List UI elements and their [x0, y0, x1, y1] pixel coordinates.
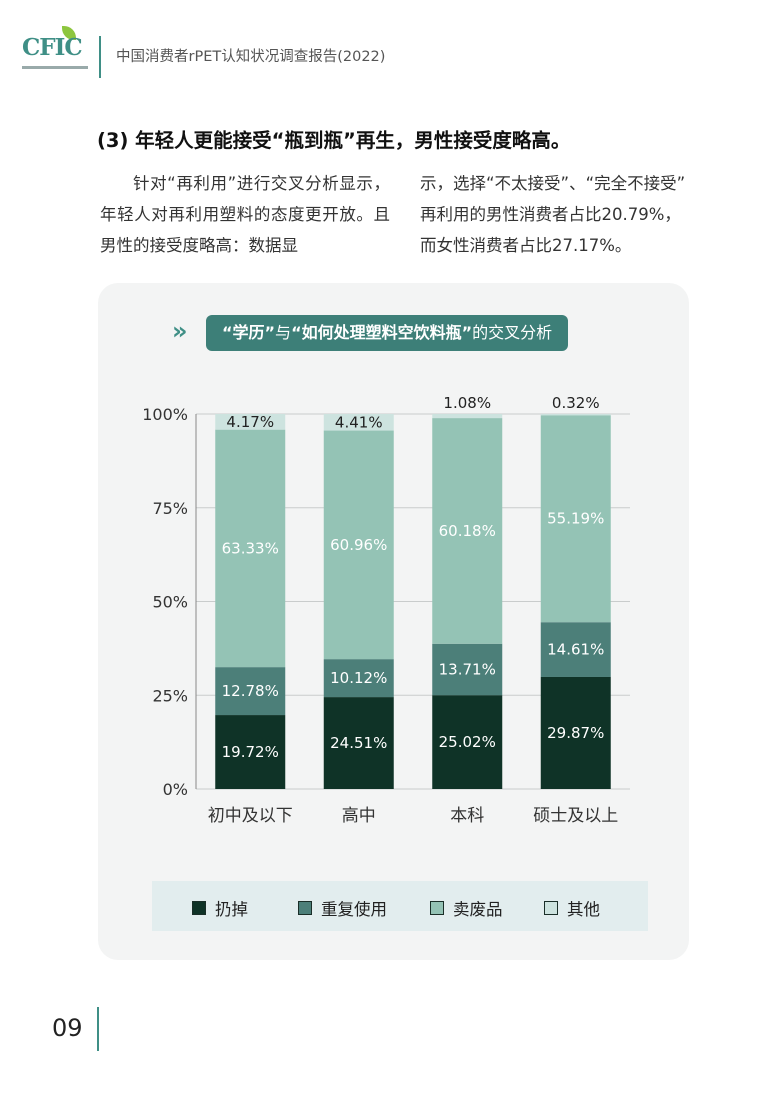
paragraph-right: 示，选择“不太接受”、“完全不接受” 再利用的男性消费者占比20.79%， 而女…: [420, 168, 710, 261]
chart-title-part-3: “如何处理塑料空饮料瓶”: [291, 323, 473, 342]
x-category-label: 硕士及以上: [533, 806, 618, 826]
x-category-label: 初中及以下: [208, 806, 293, 826]
report-title: 中国消费者rPET认知状况调查报告(2022): [116, 49, 386, 65]
y-tick-label: 0%: [163, 780, 188, 799]
cfic-logo: CFIC: [22, 26, 88, 80]
page-number-divider: [97, 1007, 99, 1051]
leaf-icon: [62, 26, 76, 40]
bar-segment: [323, 697, 394, 789]
data-label: 63.33%: [222, 539, 279, 557]
legend-item-sell: 卖废品: [430, 896, 503, 920]
data-label: 13.71%: [439, 660, 496, 678]
x-category-label: 高中: [342, 806, 376, 826]
data-label: 25.02%: [439, 733, 496, 751]
legend-item-reuse: 重复使用: [298, 896, 387, 920]
y-tick-label: 50%: [152, 593, 188, 612]
bar-segment: [432, 418, 503, 644]
data-label: 14.61%: [547, 641, 604, 659]
bar-segment: [323, 414, 394, 431]
data-label: 12.78%: [222, 682, 279, 700]
data-label: 4.17%: [226, 413, 274, 431]
double-chevron-icon: »: [172, 317, 187, 345]
y-tick-label: 100%: [142, 405, 188, 424]
legend-swatch-other: [544, 901, 558, 915]
data-label: 0.32%: [552, 394, 600, 412]
legend-label-other: 其他: [567, 900, 600, 919]
logo-text: CFIC: [22, 34, 83, 61]
bar-segment: [432, 695, 503, 789]
chart-title: “学历”与“如何处理塑料空饮料瓶”的交叉分析: [206, 315, 569, 351]
legend-label-sell: 卖废品: [453, 900, 503, 919]
bar-segment: [432, 643, 503, 696]
bar-segment: [540, 622, 611, 677]
y-tick-label: 25%: [152, 686, 188, 705]
chart-title-part-2: 与: [275, 323, 292, 342]
bar-segment: [432, 414, 503, 419]
paragraph-right-line-3: 而女性消费者占比27.17%。: [420, 236, 632, 255]
legend-swatch-reuse: [298, 901, 312, 915]
paragraph-right-line-2: 再利用的男性消费者占比20.79%，: [420, 205, 681, 224]
paragraph-left: 针对“再利用”进行交叉分析显示，年轻人对再利用塑料的态度更开放。且男性的接受度略…: [100, 168, 390, 261]
data-label: 29.87%: [547, 724, 604, 742]
data-label: 4.41%: [335, 413, 383, 431]
bar-segment: [215, 429, 286, 668]
data-label: 24.51%: [330, 734, 387, 752]
legend-swatch-discard: [192, 901, 206, 915]
data-label: 1.08%: [443, 394, 491, 412]
data-label: 19.72%: [222, 743, 279, 761]
x-category-label: 本科: [450, 806, 484, 826]
legend-label-discard: 扔掉: [215, 900, 248, 919]
data-label: 10.12%: [330, 669, 387, 687]
legend-item-discard: 扔掉: [192, 896, 248, 920]
chart-title-part-1: “学历”: [222, 323, 276, 342]
legend-item-other: 其他: [544, 896, 600, 920]
bar-segment: [323, 659, 394, 698]
bar-segment: [215, 667, 286, 716]
data-label: 60.96%: [330, 536, 387, 554]
y-tick-label: 75%: [152, 499, 188, 518]
bar-segment: [323, 430, 394, 660]
chart-title-part-4: 的交叉分析: [472, 323, 553, 342]
paragraph-left-text: 针对“再利用”进行交叉分析显示，年轻人对再利用塑料的态度更开放。且男性的接受度略…: [100, 174, 390, 255]
section-heading: (3) 年轻人更能接受“瓶到瓶”再生，男性接受度略高。: [97, 129, 571, 152]
chart-legend: 扔掉 重复使用 卖废品 其他: [152, 881, 648, 931]
page-header: CFIC 中国消费者rPET认知状况调查报告(2022): [0, 0, 774, 95]
data-label: 60.18%: [439, 522, 496, 540]
bar-segment: [215, 414, 286, 430]
bar-segment: [540, 415, 611, 623]
bar-segment: [540, 676, 611, 789]
legend-swatch-sell: [430, 901, 444, 915]
page-number: 09: [52, 1014, 83, 1042]
bar-segment: [540, 414, 611, 416]
data-label: 55.19%: [547, 510, 604, 528]
stacked-bar-chart: 0% 25% 50% 75% 100% 19.72% 12.78% 63.33% 4.17% 初中…: [142, 394, 630, 826]
legend-label-reuse: 重复使用: [321, 900, 387, 919]
header-divider: [99, 36, 101, 78]
bar-segment: [215, 715, 286, 789]
logo-subtitle-line: [22, 66, 88, 69]
paragraph-right-line-1: 示，选择“不太接受”、“完全不接受”: [420, 174, 686, 193]
